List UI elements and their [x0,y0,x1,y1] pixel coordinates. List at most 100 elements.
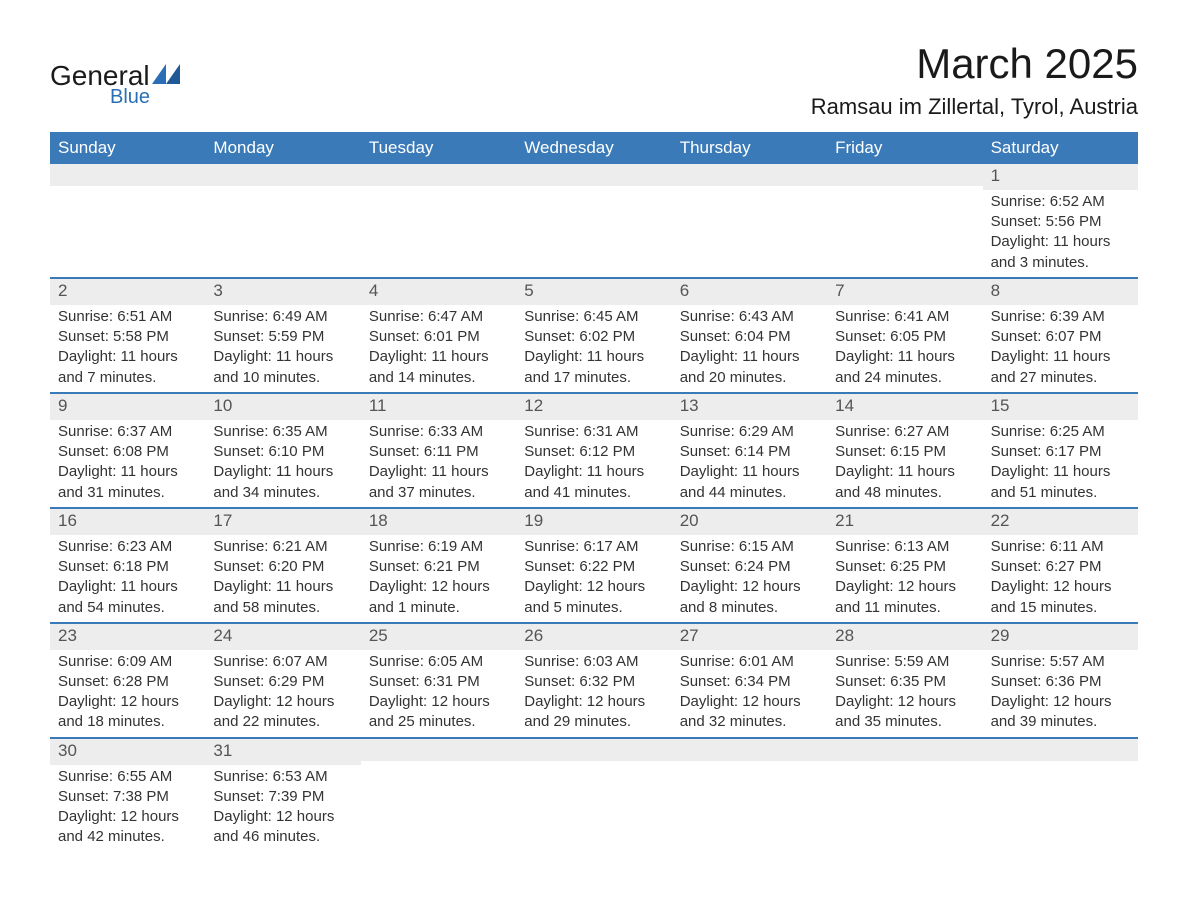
day-number: 12 [516,394,671,420]
sunset-text: Sunset: 6:31 PM [369,672,508,692]
day-header: Friday [827,132,982,164]
sunrise-text: Sunrise: 6:17 AM [524,537,663,557]
sunrise-text: Sunrise: 6:53 AM [213,767,352,787]
cell-body: Sunrise: 6:33 AMSunset: 6:11 PMDaylight:… [361,420,516,507]
cell-body: Sunrise: 6:27 AMSunset: 6:15 PMDaylight:… [827,420,982,507]
daylight2-text: and 54 minutes. [58,598,197,618]
calendar-cell: 14Sunrise: 6:27 AMSunset: 6:15 PMDayligh… [827,394,982,507]
calendar-cell: 8Sunrise: 6:39 AMSunset: 6:07 PMDaylight… [983,279,1138,392]
brand-logo: General Blue [50,40,180,109]
calendar-cell: 25Sunrise: 6:05 AMSunset: 6:31 PMDayligh… [361,624,516,737]
sunrise-text: Sunrise: 6:05 AM [369,652,508,672]
cell-body: Sunrise: 6:19 AMSunset: 6:21 PMDaylight:… [361,535,516,622]
daylight2-text: and 42 minutes. [58,827,197,847]
daylight1-text: Daylight: 11 hours [58,347,197,367]
daylight1-text: Daylight: 11 hours [835,347,974,367]
sunrise-text: Sunrise: 6:49 AM [213,307,352,327]
daylight1-text: Daylight: 11 hours [369,462,508,482]
header: General Blue March 2025 Ramsau im Ziller… [50,40,1138,120]
cell-body: Sunrise: 6:47 AMSunset: 6:01 PMDaylight:… [361,305,516,392]
sunset-text: Sunset: 6:01 PM [369,327,508,347]
cell-body [516,761,671,767]
sunrise-text: Sunrise: 6:13 AM [835,537,974,557]
calendar: SundayMondayTuesdayWednesdayThursdayFrid… [50,132,1138,852]
daylight2-text: and 37 minutes. [369,483,508,503]
sunrise-text: Sunrise: 6:01 AM [680,652,819,672]
daylight2-text: and 1 minute. [369,598,508,618]
calendar-cell: 2Sunrise: 6:51 AMSunset: 5:58 PMDaylight… [50,279,205,392]
sunset-text: Sunset: 6:34 PM [680,672,819,692]
day-number: 2 [50,279,205,305]
day-number: 19 [516,509,671,535]
calendar-cell: 31Sunrise: 6:53 AMSunset: 7:39 PMDayligh… [205,739,360,852]
daylight2-text: and 17 minutes. [524,368,663,388]
daylight1-text: Daylight: 12 hours [524,692,663,712]
calendar-cell: 21Sunrise: 6:13 AMSunset: 6:25 PMDayligh… [827,509,982,622]
day-number [516,739,671,761]
daylight2-text: and 48 minutes. [835,483,974,503]
cell-body [672,186,827,192]
sunset-text: Sunset: 6:29 PM [213,672,352,692]
sunset-text: Sunset: 5:58 PM [58,327,197,347]
day-number: 30 [50,739,205,765]
day-number: 5 [516,279,671,305]
daylight2-text: and 15 minutes. [991,598,1130,618]
day-number: 24 [205,624,360,650]
sunrise-text: Sunrise: 6:23 AM [58,537,197,557]
sunrise-text: Sunrise: 6:52 AM [991,192,1130,212]
sunset-text: Sunset: 6:05 PM [835,327,974,347]
sunset-text: Sunset: 6:11 PM [369,442,508,462]
sunset-text: Sunset: 6:02 PM [524,327,663,347]
cell-body [516,186,671,192]
calendar-cell: 17Sunrise: 6:21 AMSunset: 6:20 PMDayligh… [205,509,360,622]
daylight2-text: and 18 minutes. [58,712,197,732]
calendar-cell: 20Sunrise: 6:15 AMSunset: 6:24 PMDayligh… [672,509,827,622]
day-number: 1 [983,164,1138,190]
sunrise-text: Sunrise: 6:31 AM [524,422,663,442]
daylight1-text: Daylight: 11 hours [991,462,1130,482]
daylight2-text: and 32 minutes. [680,712,819,732]
daylight1-text: Daylight: 11 hours [58,577,197,597]
daylight1-text: Daylight: 11 hours [369,347,508,367]
daylight1-text: Daylight: 11 hours [524,347,663,367]
daylight1-text: Daylight: 11 hours [58,462,197,482]
daylight1-text: Daylight: 11 hours [680,347,819,367]
sunrise-text: Sunrise: 6:47 AM [369,307,508,327]
day-header: Thursday [672,132,827,164]
sunset-text: Sunset: 6:14 PM [680,442,819,462]
sunrise-text: Sunrise: 6:41 AM [835,307,974,327]
day-number: 28 [827,624,982,650]
sunset-text: Sunset: 5:56 PM [991,212,1130,232]
sunset-text: Sunset: 6:20 PM [213,557,352,577]
sunset-text: Sunset: 6:35 PM [835,672,974,692]
day-number: 16 [50,509,205,535]
calendar-cell: 29Sunrise: 5:57 AMSunset: 6:36 PMDayligh… [983,624,1138,737]
cell-body: Sunrise: 6:53 AMSunset: 7:39 PMDaylight:… [205,765,360,852]
day-number: 17 [205,509,360,535]
daylight1-text: Daylight: 12 hours [369,577,508,597]
sunset-text: Sunset: 7:39 PM [213,787,352,807]
sunrise-text: Sunrise: 6:27 AM [835,422,974,442]
calendar-cell: 10Sunrise: 6:35 AMSunset: 6:10 PMDayligh… [205,394,360,507]
sunset-text: Sunset: 6:12 PM [524,442,663,462]
day-number: 26 [516,624,671,650]
cell-body: Sunrise: 6:01 AMSunset: 6:34 PMDaylight:… [672,650,827,737]
cell-body [361,761,516,767]
daylight1-text: Daylight: 11 hours [213,347,352,367]
calendar-cell: 12Sunrise: 6:31 AMSunset: 6:12 PMDayligh… [516,394,671,507]
cell-body [205,186,360,192]
daylight2-text: and 8 minutes. [680,598,819,618]
week-row: 2Sunrise: 6:51 AMSunset: 5:58 PMDaylight… [50,277,1138,392]
day-number [516,164,671,186]
sunrise-text: Sunrise: 6:09 AM [58,652,197,672]
sunset-text: Sunset: 6:10 PM [213,442,352,462]
sunrise-text: Sunrise: 6:45 AM [524,307,663,327]
day-header: Sunday [50,132,205,164]
sunrise-text: Sunrise: 6:43 AM [680,307,819,327]
daylight1-text: Daylight: 12 hours [835,577,974,597]
day-number: 27 [672,624,827,650]
daylight2-text: and 29 minutes. [524,712,663,732]
sunset-text: Sunset: 6:25 PM [835,557,974,577]
cell-body: Sunrise: 6:37 AMSunset: 6:08 PMDaylight:… [50,420,205,507]
sunset-text: Sunset: 6:04 PM [680,327,819,347]
